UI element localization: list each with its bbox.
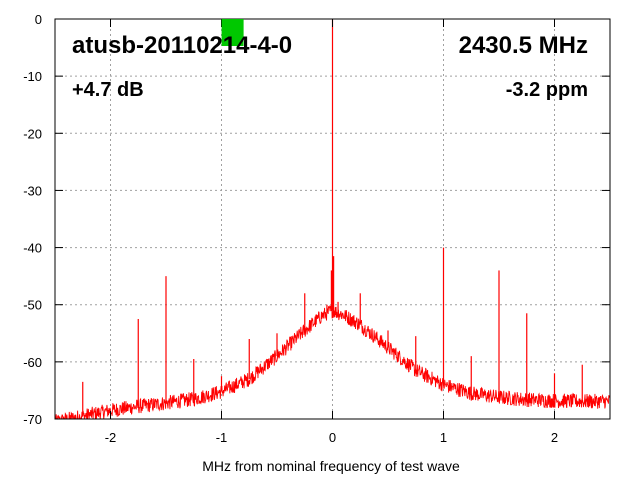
y-tick-label: -30 [23,183,42,198]
y-tick-label: -70 [23,412,42,427]
y-tick-label: -40 [23,241,42,256]
spur-lines [82,19,583,417]
x-tick-label: 2 [551,430,558,445]
axis-ticks [55,18,610,420]
x-tick-label: 1 [440,430,447,445]
y-tick-label: -20 [23,126,42,141]
spectrum-trace [55,304,611,420]
frequency-label: 2430.5 MHz [459,32,588,59]
y-tick-label: -60 [23,355,42,370]
chart-title: atusb-20110214-4-0 [72,32,292,59]
noise-floor-line [55,304,611,420]
x-tick-label: -2 [105,430,117,445]
gain-label: +4.7 dB [72,79,144,101]
x-tick-labels: -2 -1 0 1 2 [105,430,558,445]
x-axis-label: MHz from nominal frequency of test wave [202,458,460,474]
x-tick-label: -1 [216,430,228,445]
ppm-label: -3.2 ppm [506,79,588,101]
y-tick-label: -50 [23,298,42,313]
y-tick-label: -10 [23,69,42,84]
y-tick-label: 0 [35,12,42,27]
x-tick-label: 0 [329,430,336,445]
status-indicator [221,19,244,46]
y-tick-labels: 0 -10 -20 -30 -40 -50 -60 -70 [23,12,42,427]
